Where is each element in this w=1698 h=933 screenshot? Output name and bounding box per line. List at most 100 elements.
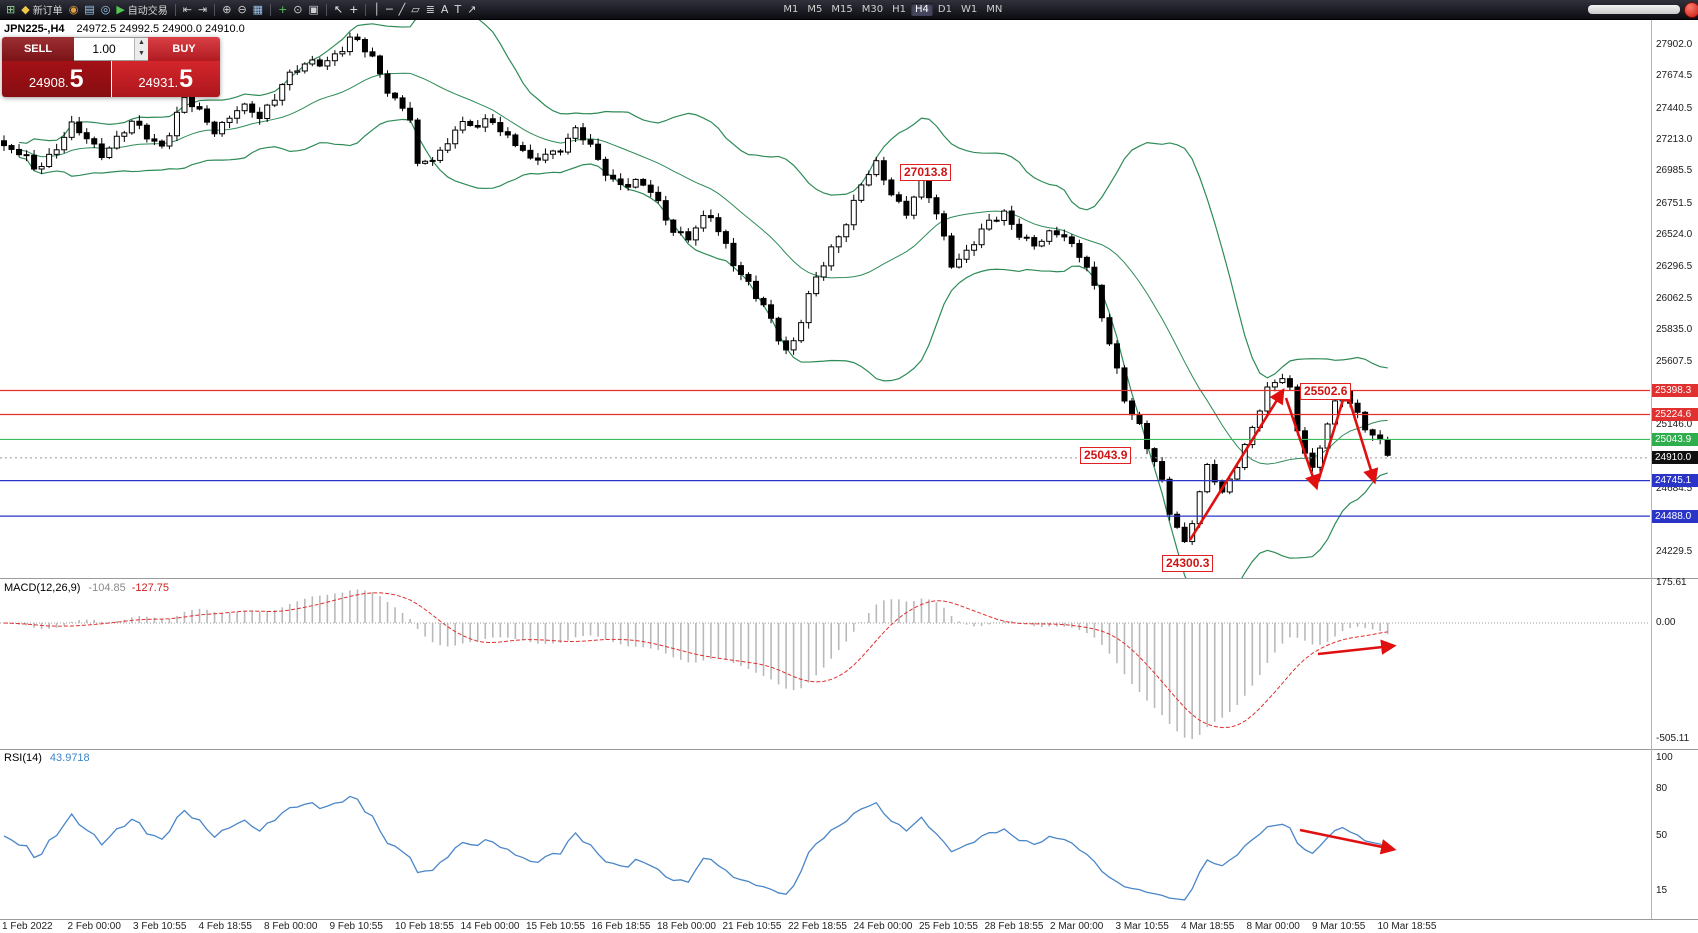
- chart-autoscroll-icon: ⇥: [198, 2, 208, 16]
- price-scale-label: 26751.5: [1656, 197, 1693, 209]
- cursor-icon: ↖: [333, 2, 344, 16]
- price-scale-label: 26062.5: [1656, 292, 1693, 304]
- macd-signal-line: [3, 592, 1388, 729]
- toolbar-scrollbar[interactable]: [1588, 5, 1680, 14]
- zoom-in-button[interactable]: ⊕: [219, 2, 234, 18]
- price-scale-label: 25146.0: [1656, 419, 1693, 431]
- timeframe-m30[interactable]: M30: [861, 4, 884, 15]
- time-axis-label: 4 Mar 18:55: [1181, 921, 1235, 932]
- cursor-button[interactable]: ↖: [331, 2, 346, 18]
- time-axis-label: 8 Mar 00:00: [1246, 921, 1300, 932]
- auto-trading-button[interactable]: ▶ 自动交易: [113, 2, 170, 18]
- macd-signal-value: -127.75: [131, 582, 170, 594]
- zoom-in-icon: ⊕: [222, 2, 232, 16]
- text-button[interactable]: A: [438, 2, 452, 18]
- time-axis-label: 28 Feb 18:55: [984, 921, 1044, 932]
- price-annotation: 25502.6: [1300, 383, 1352, 400]
- new-order-icon: ◆: [21, 2, 30, 16]
- crosshair-button[interactable]: +: [346, 2, 361, 18]
- macd-name: MACD(12,26,9): [4, 582, 81, 594]
- history-center-icon: ◉: [68, 2, 79, 16]
- time-axis-label: 3 Feb 10:55: [133, 921, 187, 932]
- time-axis-label: 8 Feb 00:00: [264, 921, 318, 932]
- volume-input[interactable]: 1.00 ▲ ▼: [74, 37, 148, 61]
- text-label-icon: T: [454, 2, 462, 16]
- timeframe-toolbar: M1 M5 M15 M30 H1 H4 D1 W1 MN: [779, 3, 1006, 16]
- new-order-button[interactable]: ◆ 新订单: [18, 2, 65, 18]
- timeframe-d1[interactable]: D1: [937, 4, 952, 15]
- navigator-icon: ◎: [100, 2, 111, 16]
- chart-shift-button[interactable]: ⇤: [180, 2, 195, 18]
- price-annotation: 25043.9: [1080, 447, 1132, 464]
- zoom-out-button[interactable]: ⊖: [234, 2, 249, 18]
- new-chart-button[interactable]: ⊞: [3, 2, 18, 18]
- price-tag: 24910.0: [1652, 451, 1698, 465]
- vertical-line-button[interactable]: │: [370, 2, 383, 18]
- timeframe-h4[interactable]: H4: [911, 3, 933, 16]
- fibonacci-button[interactable]: ≣: [423, 2, 438, 18]
- toolbar-separator: [325, 3, 327, 16]
- time-axis-label: 9 Feb 10:55: [329, 921, 383, 932]
- price-scale-label: 26524.0: [1656, 229, 1693, 241]
- buy-button[interactable]: BUY: [148, 37, 220, 61]
- templates-button[interactable]: ▣: [306, 2, 322, 18]
- price-scale-label: 26296.5: [1656, 260, 1693, 272]
- timeframe-h1[interactable]: H1: [892, 4, 906, 15]
- price-scale-label: 24684.5: [1656, 483, 1693, 494]
- trendline-button[interactable]: ╱: [396, 2, 409, 18]
- rsi-scale-label: 15: [1656, 885, 1668, 896]
- timeframe-m1[interactable]: M1: [783, 4, 799, 15]
- chart-symbol-label: JPN225-,H4: [4, 23, 65, 35]
- status-badge[interactable]: [1684, 2, 1698, 18]
- sell-price-button[interactable]: 24908. 5: [2, 61, 111, 97]
- volume-down-button[interactable]: ▼: [135, 49, 148, 60]
- time-axis-label: 2 Feb 00:00: [67, 921, 121, 932]
- rsi-pane: [3, 795, 1389, 901]
- new-order-label: 新订单: [32, 6, 63, 17]
- crosshair-icon: +: [349, 2, 359, 16]
- horizontal-line-button[interactable]: ─: [383, 2, 396, 18]
- add-indicator-icon: +: [278, 2, 288, 16]
- timeframe-m15[interactable]: M15: [831, 4, 853, 15]
- buy-price-button[interactable]: 24931. 5: [111, 61, 220, 97]
- horizontal-level-lines[interactable]: [0, 389, 1650, 517]
- time-axis-label: 10 Feb 18:55: [395, 921, 454, 932]
- chart-header: JPN225-,H4 24972.5 24992.5 24900.0 24910.…: [4, 23, 245, 35]
- market-watch-button[interactable]: ▤: [81, 2, 97, 18]
- price-scale-label: 27902.0: [1656, 39, 1693, 50]
- time-axis-label: 3 Mar 10:55: [1115, 921, 1169, 932]
- auto-trading-icon: ▶: [116, 2, 125, 16]
- rsi-trend-arrow: [1299, 828, 1397, 855]
- price-scale-label: 27440.5: [1656, 102, 1693, 114]
- chart-autoscroll-button[interactable]: ⇥: [195, 2, 210, 18]
- price-scale-label: 25835.0: [1656, 324, 1693, 336]
- add-indicator-button[interactable]: +: [275, 2, 290, 18]
- timeframe-m5[interactable]: M5: [807, 4, 823, 15]
- price-scale-label: 26985.5: [1656, 165, 1693, 177]
- arrow-object-button[interactable]: ↗: [464, 2, 479, 18]
- text-label-button[interactable]: T: [451, 2, 464, 18]
- volume-value[interactable]: 1.00: [92, 42, 116, 56]
- price-scale-label: 27213.0: [1656, 134, 1693, 146]
- fibonacci-icon: ≣: [425, 2, 435, 16]
- timeframe-mn[interactable]: MN: [986, 4, 1003, 15]
- volume-up-button[interactable]: ▲: [135, 38, 148, 49]
- timeframe-w1[interactable]: W1: [960, 4, 978, 15]
- chart-shift-icon: ⇤: [182, 2, 192, 16]
- price-scale-label: 27674.5: [1656, 70, 1693, 82]
- time-axis-label: 21 Feb 10:55: [722, 921, 782, 932]
- rsi-scale-label: 50: [1656, 830, 1668, 841]
- periods-button[interactable]: ⊙: [290, 2, 305, 18]
- market-watch-icon: ▤: [84, 2, 95, 16]
- navigator-button[interactable]: ◎: [98, 2, 114, 18]
- time-axis-label: 25 Feb 10:55: [919, 921, 978, 932]
- history-center-button[interactable]: ◉: [66, 2, 82, 18]
- price-trend-arrows: [1188, 385, 1379, 541]
- price-tag: 25224.6: [1652, 407, 1698, 421]
- sell-button[interactable]: SELL: [2, 37, 74, 61]
- time-axis-label: 4 Feb 18:55: [198, 921, 252, 932]
- macd-indicator-label: MACD(12,26,9) -104.85 -127.75: [4, 582, 169, 594]
- equidistant-channel-button[interactable]: ▱: [408, 2, 422, 18]
- tile-windows-button[interactable]: ▦: [250, 2, 266, 18]
